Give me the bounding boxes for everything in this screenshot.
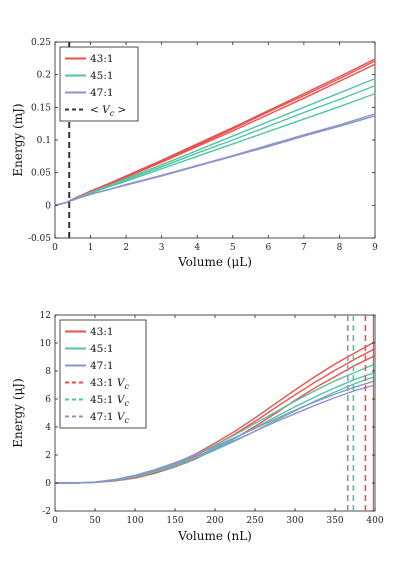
x-tick-label: 2 <box>123 243 129 253</box>
x-tick-label: 3 <box>159 243 165 253</box>
y-tick-label: 0 <box>45 201 51 211</box>
x-tick-label: 250 <box>246 516 263 526</box>
y-tick-label: 0 <box>45 479 51 489</box>
top-legend: 43:1 45:1 47:1 < Vc > <box>59 46 139 122</box>
y-tick-label: 8 <box>45 367 51 377</box>
series-line <box>55 384 376 484</box>
legend-label: 43:1 <box>90 53 114 65</box>
x-tick-label: 4 <box>194 243 200 253</box>
x-tick-label: 9 <box>372 243 378 253</box>
y-tick-label: 0.15 <box>31 103 51 113</box>
legend-label: 47:1 Vc <box>90 411 130 425</box>
bottom-xlabel: Volume (nL) <box>177 529 252 543</box>
legend-label: 47:1 <box>90 360 114 372</box>
legend-label: 45:1 Vc <box>90 394 130 408</box>
legend-box <box>59 319 147 429</box>
x-tick-label: 0 <box>52 516 58 526</box>
y-tick-label: -2 <box>42 507 51 517</box>
x-tick-label: 200 <box>206 516 223 526</box>
legend-label: 45:1 <box>90 70 114 82</box>
x-tick-label: 100 <box>126 516 143 526</box>
y-tick-label: 10 <box>40 339 52 349</box>
top-xlabel: Volume (μL) <box>177 255 252 269</box>
x-tick-label: 50 <box>89 516 101 526</box>
x-tick-label: 0 <box>52 243 58 253</box>
series-line <box>54 113 376 207</box>
y-tick-label: 4 <box>45 423 51 433</box>
y-tick-label: 0.1 <box>37 136 51 146</box>
y-tick-label: -0.05 <box>28 234 51 244</box>
x-tick-label: 300 <box>286 516 303 526</box>
bottom-ylabel: Energy (μJ) <box>11 378 25 448</box>
y-tick-label: 12 <box>40 311 51 321</box>
x-tick-label: 150 <box>166 516 183 526</box>
legend-label: < Vc > <box>90 104 126 118</box>
bottom-series-group <box>55 315 376 511</box>
top-ylabel: Energy (mJ) <box>11 103 25 176</box>
x-tick-label: 350 <box>326 516 343 526</box>
legend-label: 47:1 <box>90 87 114 99</box>
y-tick-label: 0.25 <box>31 38 51 48</box>
x-tick-label: 7 <box>301 243 307 253</box>
bottom-legend: 43:1 45:1 47:1 43:1 Vc 45:1 Vc 47:1 Vc <box>59 319 147 429</box>
x-tick-label: 400 <box>366 516 383 526</box>
x-tick-label: 6 <box>265 243 271 253</box>
legend-label: 43:1 <box>90 326 114 338</box>
x-tick-label: 1 <box>88 243 94 253</box>
legend-label: 43:1 Vc <box>90 377 130 391</box>
y-tick-label: 0.2 <box>37 71 51 81</box>
y-tick-label: 6 <box>45 395 51 405</box>
x-tick-label: 8 <box>337 243 343 253</box>
y-tick-label: 2 <box>45 451 51 461</box>
x-tick-label: 5 <box>230 243 236 253</box>
y-tick-label: 0.05 <box>31 169 51 179</box>
legend-label: 45:1 <box>90 343 114 355</box>
